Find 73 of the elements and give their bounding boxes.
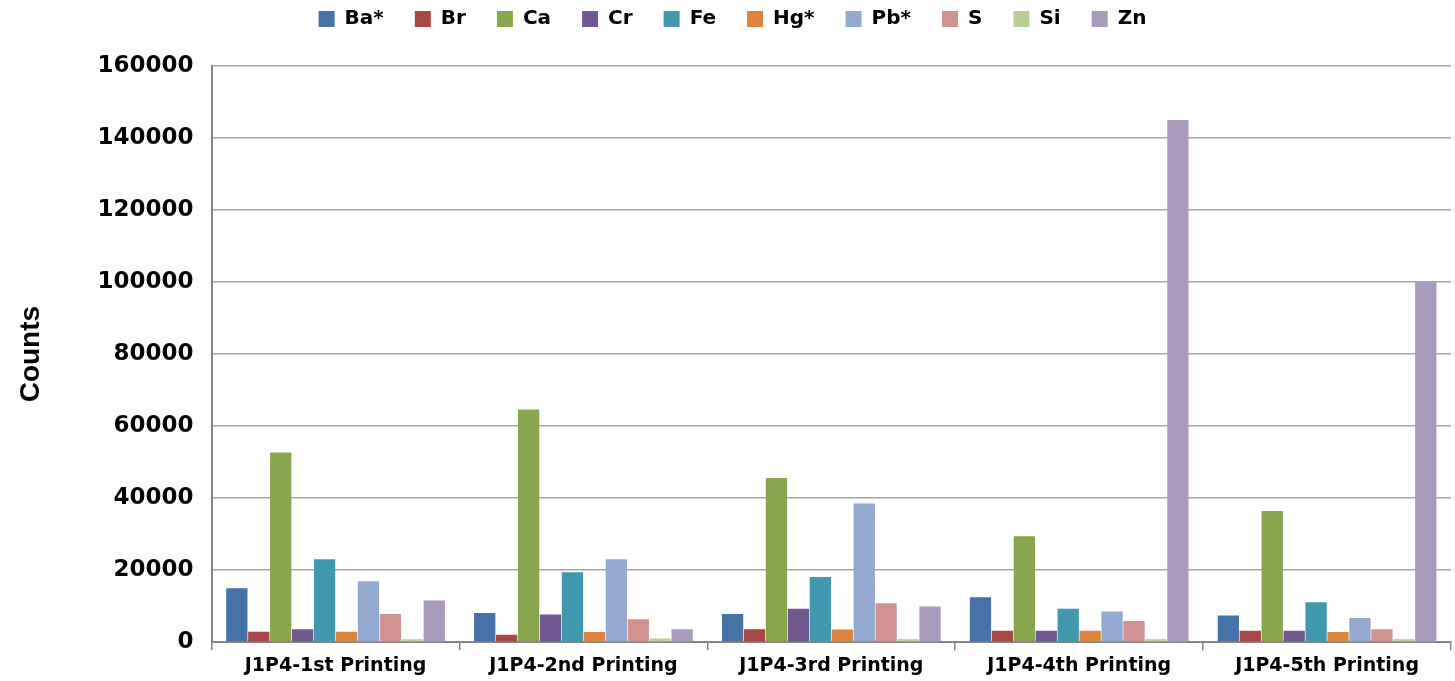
y-tick-label: 120000 [97, 195, 194, 222]
y-tick-label: 0 [177, 627, 194, 654]
bar [897, 639, 919, 642]
bar [853, 503, 875, 642]
bar [1013, 536, 1035, 642]
bar [1035, 630, 1057, 642]
bar [919, 606, 941, 642]
bar [765, 477, 788, 642]
legend-label: S [967, 5, 983, 30]
bar [1101, 611, 1123, 642]
bar [270, 452, 292, 642]
legend-label: Fe [689, 5, 717, 30]
bar [335, 631, 358, 642]
bar [605, 559, 627, 642]
bar [1393, 639, 1415, 642]
legend-label: Hg* [773, 5, 816, 30]
bar [671, 629, 693, 642]
bar [313, 559, 336, 642]
bar [875, 603, 897, 642]
y-tick-label: 80000 [113, 339, 194, 366]
bar [583, 632, 606, 642]
bar [292, 629, 314, 642]
y-tick-label: 60000 [113, 411, 194, 438]
bar [1145, 639, 1167, 642]
y-tick-label: 160000 [97, 50, 194, 77]
bar [1167, 120, 1189, 642]
bar [539, 614, 562, 642]
legend-label: Pb* [871, 5, 912, 30]
legend-label: Br [440, 5, 467, 30]
bar [226, 588, 248, 642]
bar [721, 614, 744, 642]
bar [474, 613, 496, 642]
bar [627, 619, 649, 642]
bar [423, 600, 445, 642]
y-tick-label: 20000 [113, 555, 194, 582]
y-tick-label: 100000 [97, 267, 194, 294]
legend-label: Ca [522, 5, 552, 30]
x-tick-label: J1P4-4th Printing [985, 652, 1172, 675]
y-axis-title: Counts [13, 305, 45, 403]
bar [1217, 615, 1239, 642]
bar [561, 572, 584, 642]
x-tick-label: J1P4-5th Printing [1233, 652, 1419, 675]
legend-label: Si [1039, 5, 1061, 30]
bar [517, 409, 540, 642]
bar [1057, 608, 1079, 642]
bar [248, 631, 270, 642]
bar [1261, 511, 1283, 642]
bar [1415, 282, 1437, 642]
bar [1123, 620, 1145, 642]
bar [357, 581, 380, 642]
x-tick-label: J1P4-3rd Printing [737, 652, 924, 675]
bar [379, 614, 402, 642]
bar [401, 639, 423, 642]
bar [1239, 630, 1261, 642]
bar [743, 629, 766, 642]
bar [1079, 630, 1101, 642]
bar [1371, 629, 1393, 642]
legend-label: Zn [1117, 5, 1147, 30]
bar [1283, 630, 1305, 642]
x-tick-label: J1P4-1st Printing [242, 652, 427, 675]
x-tick-label: J1P4-2nd Printing [487, 652, 678, 675]
y-tick-label: 40000 [113, 483, 194, 510]
bar [1305, 602, 1327, 642]
bar [831, 629, 853, 642]
bar [969, 597, 992, 642]
bar [1349, 618, 1371, 642]
bar [787, 608, 810, 642]
legend-label: Ba* [344, 5, 385, 30]
bar [809, 577, 831, 642]
legend-label: Cr [608, 5, 633, 30]
y-tick-label: 140000 [97, 122, 194, 149]
bar [991, 630, 1014, 642]
bar [1327, 632, 1349, 642]
